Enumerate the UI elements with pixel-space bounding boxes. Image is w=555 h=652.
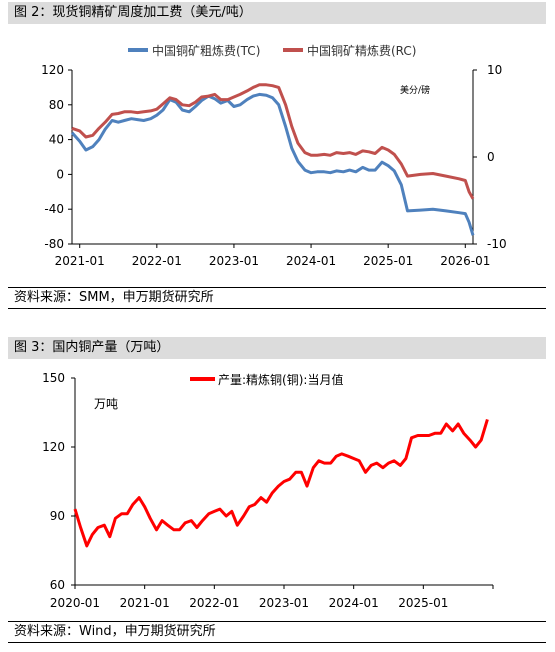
chart-copper-output: 150 120 90 60 2020-01 2021-01 2022-01 2023-01 20…: [42, 371, 494, 610]
right-axis-unit: 美分/磅: [400, 84, 430, 96]
x-tick-label: 2025-01: [363, 254, 413, 268]
right-tick-label: 0: [487, 150, 495, 164]
x-tick-label: 2020-01: [50, 596, 100, 610]
figure-3-source: 资料来源：Wind，申万期货研究所: [8, 621, 546, 643]
left-tick-label: -80: [44, 237, 64, 251]
x-tick-label: 2024-01: [286, 254, 336, 268]
left-tick-label: 120: [41, 63, 64, 77]
figure-2-source: 资料来源：SMM，申万期货研究所: [8, 287, 546, 309]
x-tick-label: 2022-01: [189, 596, 239, 610]
x-tick-label: 2021-01: [55, 254, 105, 268]
y-unit-label: 万吨: [94, 397, 118, 411]
x-tick-label: 2023-01: [209, 254, 259, 268]
y-tick-label: 150: [42, 371, 65, 385]
left-tick-label: 0: [56, 167, 64, 181]
y-tick-label: 90: [50, 509, 65, 523]
x-tick-label: 2021-01: [120, 596, 170, 610]
figure-3-title: 图 3：国内铜产量（万吨）: [14, 340, 170, 355]
figure-2-source-text: 资料来源：SMM，申万期货研究所: [14, 290, 214, 305]
left-tick-label: 40: [49, 133, 64, 147]
x-tick-label: 2026-01: [440, 254, 490, 268]
figure-2-header: 图 2：现货铜精矿周度加工费（美元/吨）: [8, 2, 546, 24]
x-tick-label: 2022-01: [132, 254, 182, 268]
right-tick-label: 10: [487, 63, 502, 77]
chart-tc-rc: 120 80 40 0 -40 -80 10 0 -10 2021-01 2022-01 2023-0…: [41, 43, 507, 268]
legend-label: 中国铜矿粗炼费(TC): [152, 43, 260, 58]
figure-3-header: 图 3：国内铜产量（万吨）: [8, 337, 546, 359]
y-tick-label: 120: [42, 440, 65, 454]
legend-label: 中国铜矿精炼费(RC): [307, 43, 416, 58]
y-tick-label: 60: [50, 578, 65, 592]
left-tick-label: 80: [49, 98, 64, 112]
series-line-output: [73, 418, 489, 548]
figure-2-title: 图 2：现货铜精矿周度加工费（美元/吨）: [14, 5, 252, 20]
x-tick-label: 2025-01: [398, 596, 448, 610]
x-tick-label: 2024-01: [329, 596, 379, 610]
figure-3-source-text: 资料来源：Wind，申万期货研究所: [14, 624, 216, 639]
left-tick-label: -40: [44, 202, 64, 216]
series-line-right: [71, 83, 475, 200]
legend-label: 产量:精炼铜(铜):当月值: [218, 372, 343, 387]
right-tick-label: -10: [487, 237, 507, 251]
x-tick-label: 2023-01: [259, 596, 309, 610]
series-line-left: [70, 92, 475, 236]
